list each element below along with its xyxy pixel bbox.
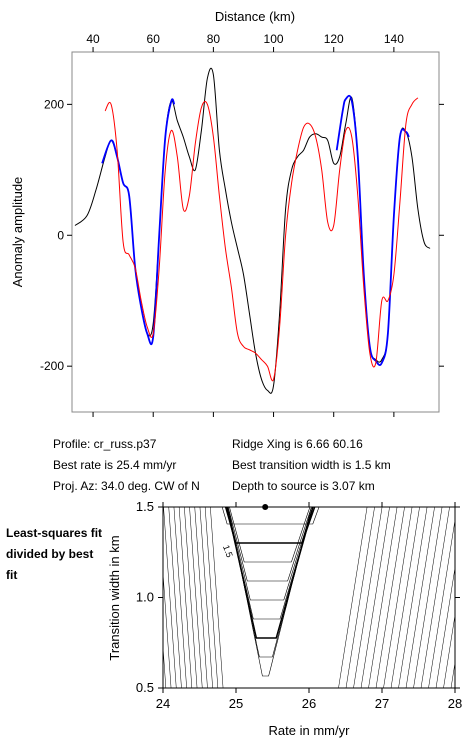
bottom-y-axis-label: Transition width in km [107, 535, 122, 660]
contour-line [398, 507, 428, 688]
contour-line [163, 569, 172, 688]
best-fit-marker-group [262, 504, 269, 510]
anomaly-series [74, 67, 431, 394]
bottom-x-axis-label: Rate in mm/yr [269, 723, 351, 738]
bottom-x-tick-label: 24 [156, 696, 170, 711]
contour-line [173, 507, 187, 688]
model-anomaly-line [104, 97, 419, 382]
contour-line [227, 507, 313, 658]
misfit-contour-chart: Rate in mm/yr Transition width in km 24 2… [107, 499, 462, 738]
contour-line [227, 507, 313, 601]
top-y-tick-label: 0 [57, 228, 64, 242]
bottom-y-tick-label: 1.0 [136, 590, 154, 605]
contour-line [229, 507, 311, 563]
top-y-ticks: 200 0 -200 [40, 97, 444, 373]
contour-line [360, 507, 390, 688]
contour-line [435, 566, 455, 688]
contour-line [168, 507, 182, 688]
contour-line [405, 507, 435, 688]
top-x-tick-label: 60 [147, 32, 161, 46]
contour-line [353, 507, 383, 688]
top-y-tick-label: -200 [40, 359, 64, 373]
fitted-segment-line-left [101, 98, 176, 346]
contour-line [368, 507, 398, 688]
top-x-tick-label: 80 [207, 32, 221, 46]
best-transition-width: Best transition width is 1.5 km [232, 458, 391, 472]
ridge-crossing: Ridge Xing is 6.66 60.16 [232, 437, 363, 451]
bottom-x-tick-label: 26 [302, 696, 316, 711]
contour-line [163, 507, 177, 688]
top-x-axis-label: Distance (km) [215, 9, 295, 24]
contour-line [383, 507, 413, 688]
profile-name: Profile: cr_russ.p37 [53, 437, 157, 451]
top-x-tick-label: 120 [324, 32, 344, 46]
contour-line [178, 507, 193, 688]
contour-line [428, 518, 455, 688]
contour-line [413, 507, 443, 688]
top-x-tick-label: 140 [384, 32, 404, 46]
bottom-x-tick-label: 27 [375, 696, 389, 711]
misfit-contours [163, 507, 455, 688]
best-rate: Best rate is 25.4 mm/yr [53, 458, 177, 472]
bottom-y-tick-label: 1.5 [136, 499, 154, 514]
contour-label: 1.5 [221, 544, 235, 559]
top-plot-frame [71, 51, 440, 413]
contour-line [338, 507, 368, 688]
contour-line [184, 507, 198, 688]
bottom-x-tick-label: 28 [448, 696, 462, 711]
contour-line [227, 507, 312, 677]
top-x-tick-label: 40 [86, 32, 100, 46]
contour-line [189, 507, 203, 688]
bottom-y-ticks: 1.5 1.0 0.5 [136, 499, 460, 695]
contour-line [163, 643, 167, 688]
contour-line [390, 507, 420, 688]
top-y-tick-label: 200 [44, 97, 64, 111]
contour-line [210, 507, 224, 688]
best-fit-marker [262, 504, 269, 510]
contour-line [194, 507, 208, 688]
contour-label-group: 1.5 [221, 544, 235, 559]
depth-to-source: Depth to source is 3.07 km [232, 479, 375, 493]
anomaly-profile-chart: Distance (km) Anomaly amplitude 40 60 80 10… [10, 9, 444, 417]
top-y-axis-label: Anomaly amplitude [10, 177, 25, 288]
contour-line [221, 507, 320, 525]
contour-line [420, 507, 450, 688]
contour-line [227, 507, 312, 582]
contour-line [375, 507, 405, 688]
bottom-x-ticks: 24 25 26 27 28 [156, 502, 462, 711]
contour-line [443, 613, 455, 688]
bottom-y-tick-label: 0.5 [136, 680, 154, 695]
contour-line [204, 507, 219, 688]
contour-line [199, 507, 213, 688]
bottom-x-tick-label: 25 [229, 696, 243, 711]
top-x-ticks: 40 60 80 100 120 140 [86, 32, 404, 417]
contour-line [224, 507, 316, 544]
fitted-segment-line-right [335, 94, 410, 366]
observed-anomaly-line [74, 67, 431, 394]
projection-azimuth: Proj. Az: 34.0 deg. CW of N [53, 479, 200, 493]
contour-line [345, 507, 375, 688]
misfit-note: Least-squares fit divided by best fit [6, 526, 103, 582]
top-x-tick-label: 100 [264, 32, 284, 46]
contour-line [226, 507, 314, 639]
